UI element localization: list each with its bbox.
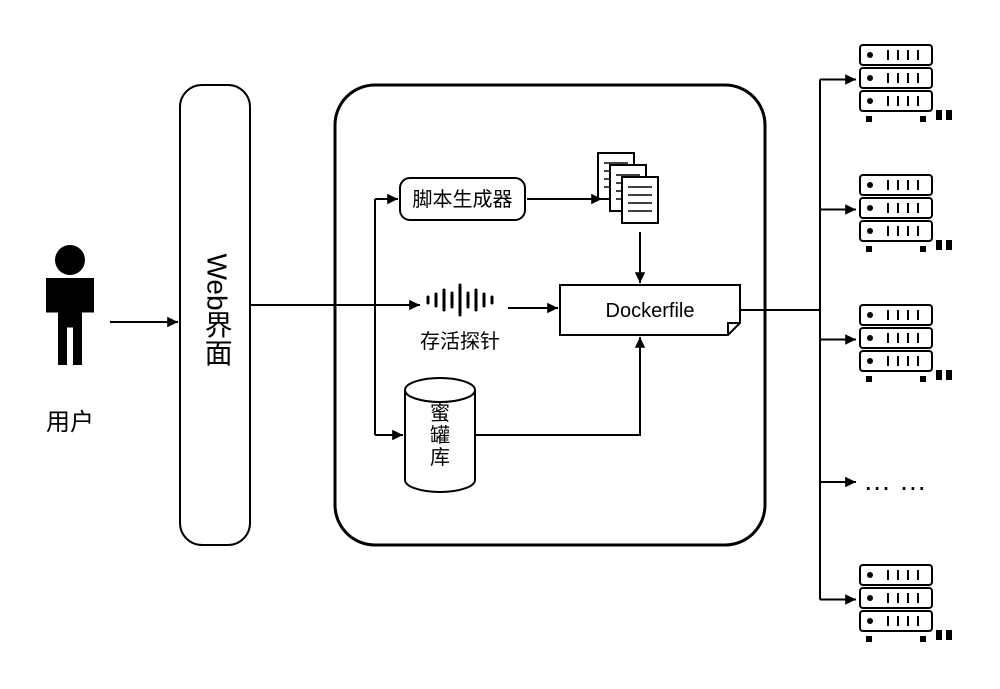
web-ui-label: Web界面 [202, 253, 233, 366]
liveness-probe-label: 存活探针 [420, 330, 500, 353]
dockerfile-label: Dockerfile [606, 300, 695, 322]
server-ellipsis: … … [863, 465, 927, 496]
script-generator-label: 脚本生成器 [413, 188, 513, 211]
honeypot-db-label: 蜜罐库 [430, 402, 450, 469]
user-label: 用户 [46, 409, 94, 436]
